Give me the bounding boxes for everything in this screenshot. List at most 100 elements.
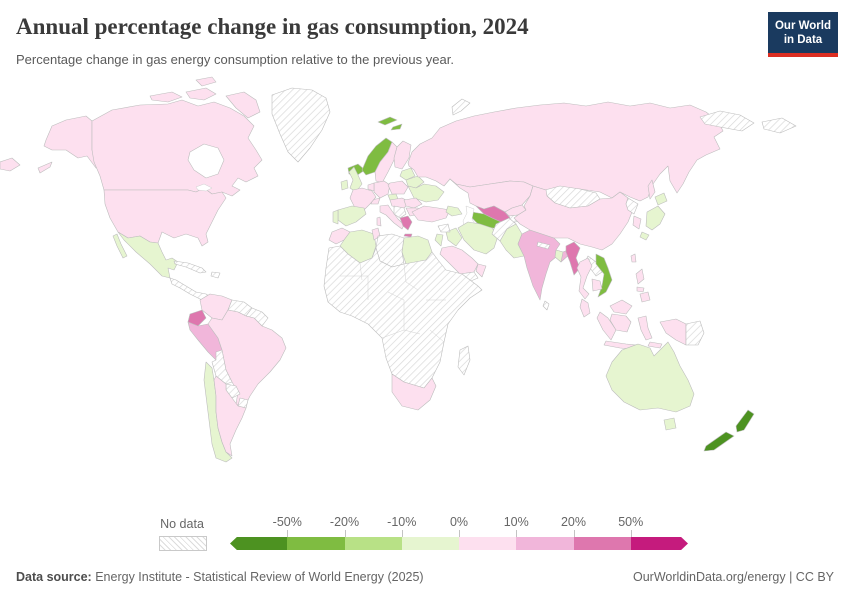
country-thailand[interactable]: [576, 257, 593, 300]
country-japan-honshu[interactable]: [645, 205, 666, 231]
owid-logo-line1: Our World: [774, 20, 831, 32]
country-cambodia[interactable]: [591, 278, 603, 292]
page-title: Annual percentage change in gas consumpt…: [16, 14, 529, 39]
country-alaska[interactable]: [43, 115, 101, 169]
country-iran[interactable]: [457, 221, 499, 255]
country-canada-arctic-island-2[interactable]: [185, 87, 217, 101]
country-mexico-baja[interactable]: [112, 233, 128, 259]
country-spain[interactable]: [337, 205, 367, 227]
country-poland[interactable]: [387, 180, 409, 195]
country-indonesia-kalimantan[interactable]: [609, 313, 632, 333]
owid-logo[interactable]: Our World in Data: [768, 12, 838, 57]
country-china[interactable]: [513, 185, 633, 251]
legend-bin-10-20[interactable]: [516, 537, 574, 550]
country-canada[interactable]: [91, 99, 263, 197]
country-france[interactable]: [349, 187, 377, 213]
country-indonesia-sulawesi[interactable]: [637, 315, 653, 341]
country-malaysia-borneo[interactable]: [609, 299, 633, 315]
country-saudi-arabia[interactable]: [439, 245, 479, 275]
country-svalbard-2[interactable]: [390, 123, 403, 131]
country-ecuador[interactable]: [187, 309, 207, 327]
country-brazil[interactable]: [207, 309, 287, 409]
country-papua-new-guinea[interactable]: [685, 320, 705, 346]
country-indonesia-lesser-sunda[interactable]: [647, 341, 663, 349]
country-vietnam[interactable]: [595, 253, 613, 298]
country-canada-arctic-island-3[interactable]: [195, 76, 217, 87]
region-baltic-states[interactable]: [399, 167, 416, 181]
country-canada-baffin-island[interactable]: [225, 91, 261, 119]
country-united-kingdom[interactable]: [348, 166, 363, 193]
country-new-zealand-north[interactable]: [735, 409, 755, 433]
country-new-zealand-south[interactable]: [703, 431, 735, 452]
country-sardinia[interactable]: [376, 216, 382, 227]
country-aleutians[interactable]: [37, 161, 53, 174]
country-australia[interactable]: [605, 341, 695, 413]
country-greece[interactable]: [399, 215, 413, 231]
region-siberian-islands-1[interactable]: [699, 110, 755, 132]
legend-bin-neg50-neg20[interactable]: [287, 537, 345, 550]
country-philippines-luzon[interactable]: [635, 268, 645, 285]
legend-tick: [573, 530, 575, 537]
country-ireland[interactable]: [340, 179, 349, 191]
country-oman[interactable]: [475, 263, 487, 278]
country-taiwan[interactable]: [630, 253, 637, 263]
country-north-korea[interactable]: [625, 197, 639, 215]
chart-subtitle: Percentage change in gas energy consumpt…: [16, 52, 454, 67]
country-greenland[interactable]: [271, 87, 331, 163]
region-balkans[interactable]: [393, 205, 407, 219]
region-levant[interactable]: [434, 233, 444, 247]
legend-tick: [401, 530, 403, 537]
legend-bin-20-50[interactable]: [573, 537, 631, 550]
region-caucasus[interactable]: [445, 205, 463, 217]
country-russia-sakhalin[interactable]: [647, 179, 656, 200]
country-hispaniola[interactable]: [210, 271, 221, 279]
region-benelux[interactable]: [367, 182, 375, 192]
legend-tick-label: -10%: [387, 515, 417, 529]
country-cuba[interactable]: [173, 260, 207, 274]
country-philippines-mindanao[interactable]: [639, 291, 651, 303]
legend-bin-0-10[interactable]: [459, 537, 517, 550]
legend-bin-gt-50[interactable]: [630, 537, 688, 550]
legend-bin-neg10-0[interactable]: [401, 537, 459, 550]
country-canada-arctic-island-1[interactable]: [149, 91, 183, 103]
country-syria[interactable]: [437, 223, 451, 233]
owid-logo-line2: in Data: [783, 34, 823, 47]
country-italy[interactable]: [379, 204, 405, 230]
country-romania[interactable]: [403, 197, 423, 209]
country-sri-lanka[interactable]: [542, 300, 550, 311]
country-indonesia-papua[interactable]: [659, 318, 687, 346]
country-portugal[interactable]: [332, 209, 339, 225]
country-turkey[interactable]: [411, 205, 451, 223]
region-siberian-islands-2[interactable]: [761, 117, 797, 134]
region-sub-saharan-africa[interactable]: [323, 245, 483, 389]
country-russia-chukotka-wrap[interactable]: [0, 157, 21, 172]
country-russia[interactable]: [407, 101, 724, 202]
country-belarus[interactable]: [405, 175, 425, 189]
country-bangladesh[interactable]: [554, 249, 564, 263]
country-germany[interactable]: [373, 180, 391, 199]
country-philippines-visayas[interactable]: [636, 286, 645, 293]
legend-bin-lt-neg50[interactable]: [230, 537, 288, 550]
country-crete[interactable]: [403, 233, 413, 238]
country-argentina[interactable]: [213, 375, 247, 457]
country-south-korea[interactable]: [632, 215, 642, 230]
region-novaya-zemlya[interactable]: [451, 98, 471, 116]
legend-bin-neg20-neg10[interactable]: [344, 537, 402, 550]
country-iraq[interactable]: [445, 227, 463, 247]
country-south-africa[interactable]: [391, 373, 437, 411]
legend-tick: [287, 530, 289, 537]
country-japan-hokkaido[interactable]: [654, 192, 668, 206]
owid-url-license-link[interactable]: OurWorldinData.org/energy | CC BY: [632, 570, 834, 584]
country-finland[interactable]: [393, 140, 412, 170]
country-india[interactable]: [517, 229, 571, 301]
country-nepal[interactable]: [536, 241, 551, 250]
country-malaysia-peninsula[interactable]: [579, 298, 591, 318]
country-tasmania[interactable]: [663, 417, 677, 431]
no-data-swatch[interactable]: [159, 536, 207, 551]
country-ukraine[interactable]: [407, 183, 445, 203]
legend-tick-label: 10%: [503, 515, 529, 529]
country-japan-kyushu[interactable]: [639, 231, 650, 241]
country-madagascar[interactable]: [457, 345, 471, 376]
country-indonesia-sumatra[interactable]: [596, 311, 617, 341]
country-svalbard-1[interactable]: [377, 116, 398, 126]
